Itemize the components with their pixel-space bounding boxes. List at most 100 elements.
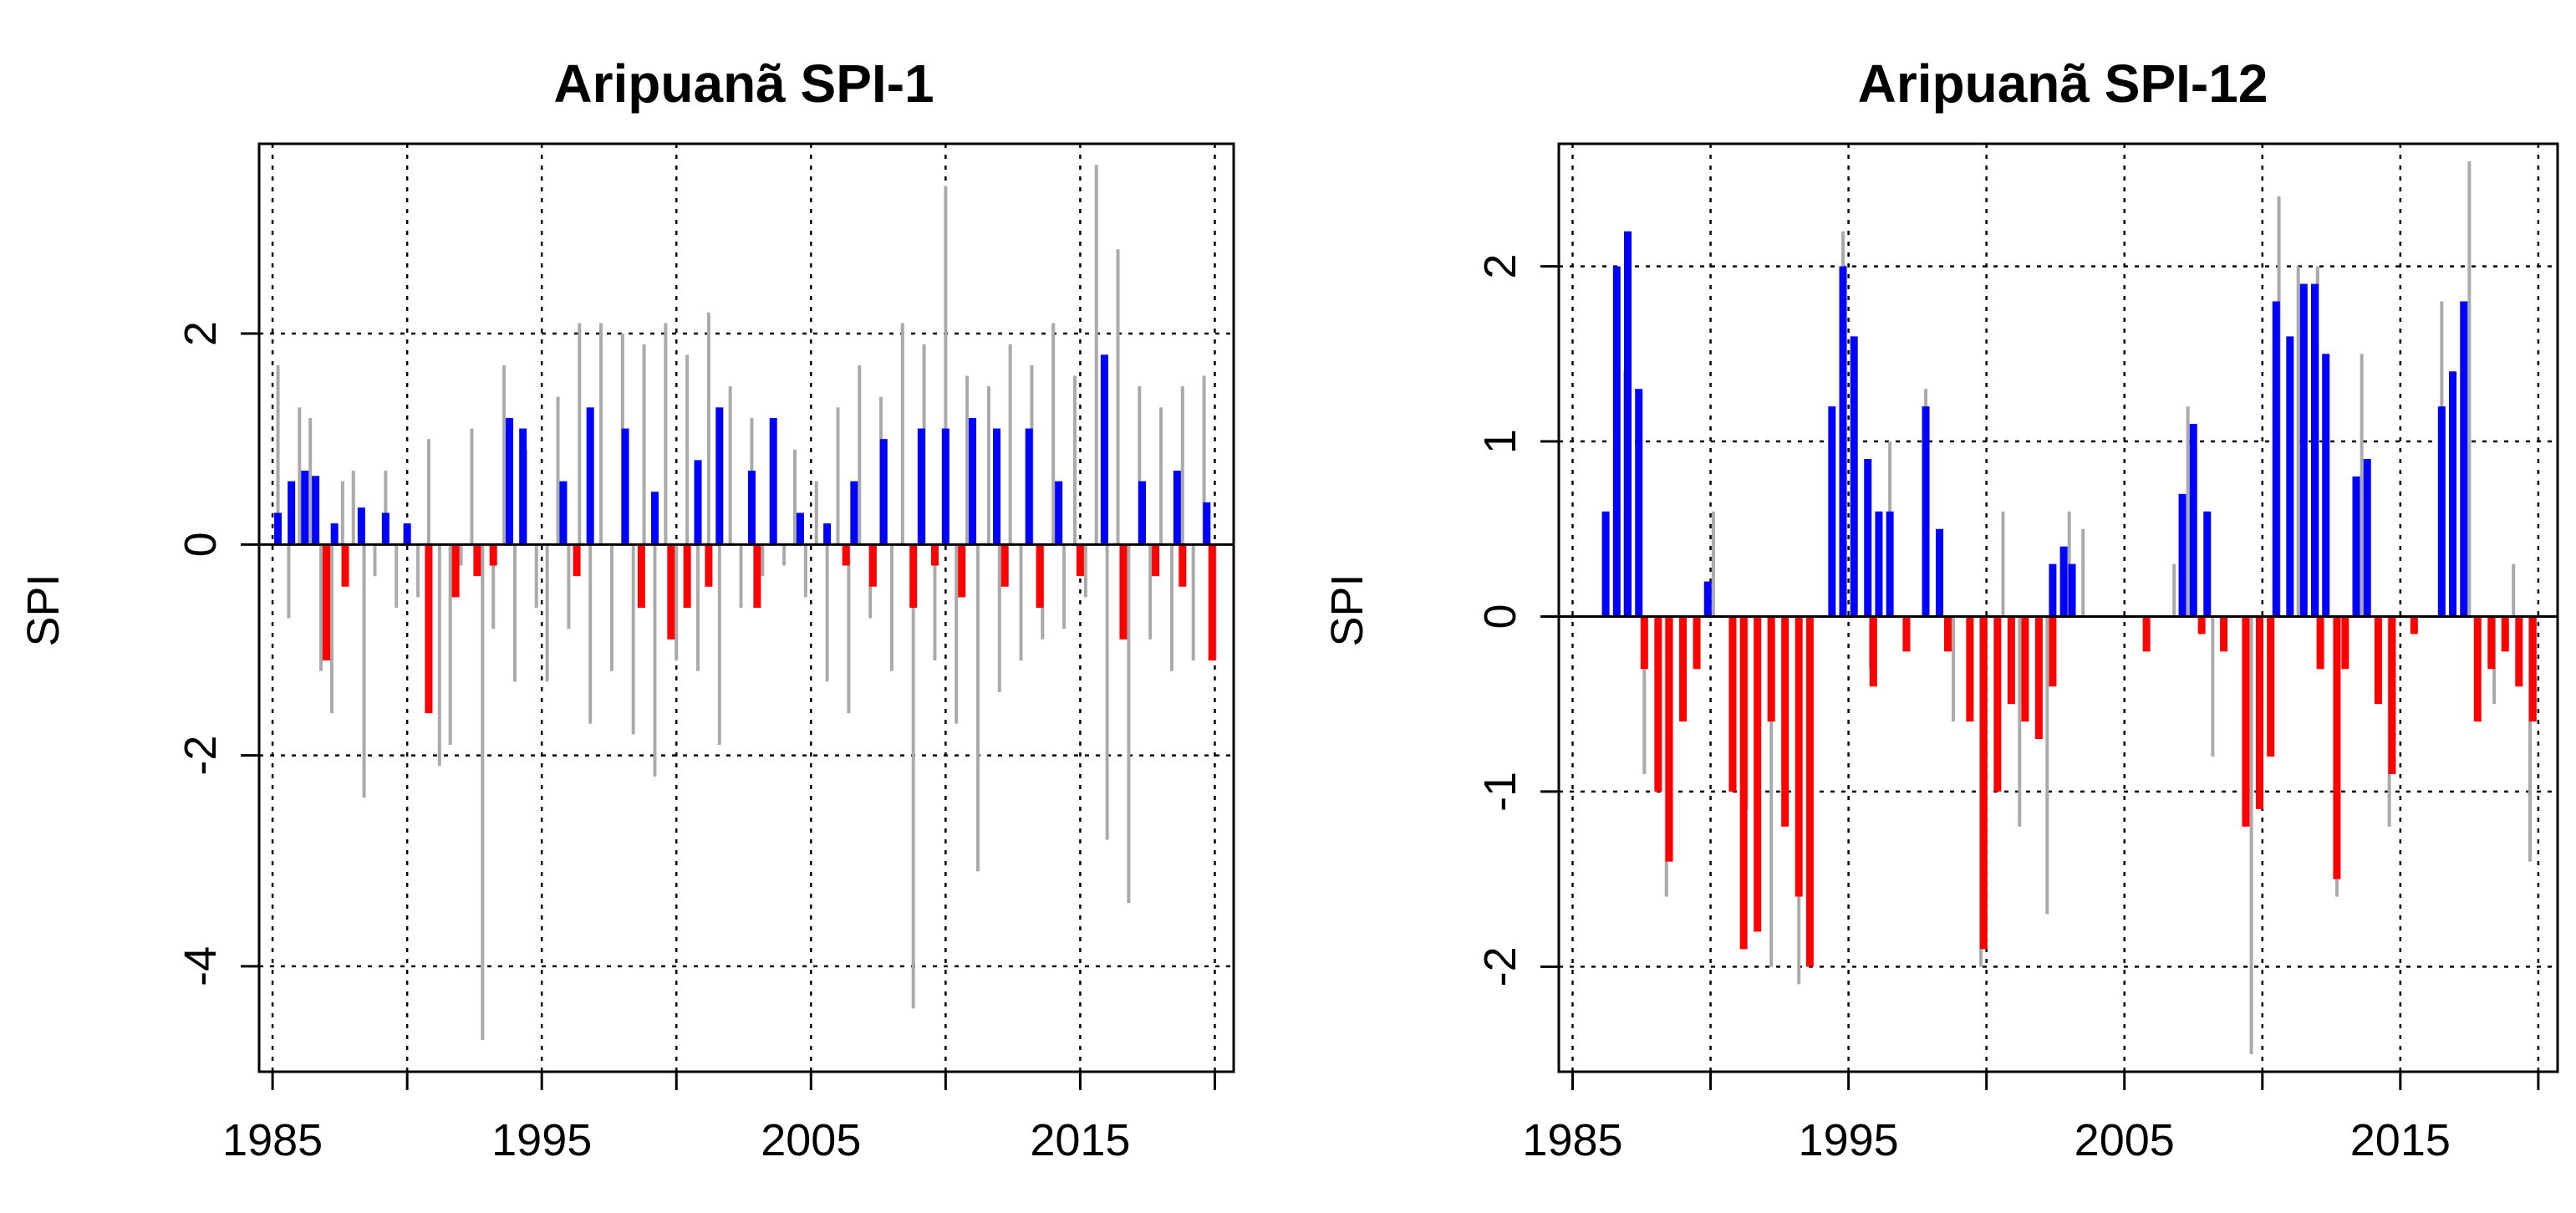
dry-spi-bar — [637, 544, 645, 608]
wet-spi-bar — [769, 417, 777, 545]
dry-spi-bar — [1902, 616, 1911, 652]
dry-spi-bar — [753, 544, 761, 608]
wet-spi-bar — [2049, 563, 2057, 617]
y-tick-label: 2 — [176, 321, 226, 346]
raw-spi-bar — [437, 544, 441, 767]
grid-lines — [259, 144, 1234, 1072]
wet-spi-bar — [1864, 458, 1872, 617]
raw-spi-bar — [847, 544, 851, 714]
raw-spi-bar — [696, 544, 700, 671]
dry-spi-bar — [683, 544, 691, 608]
dry-spi-bar — [1767, 616, 1775, 722]
dry-spi-bar — [1979, 616, 1988, 950]
dry-spi-bar — [1179, 544, 1187, 587]
raw-spi-bar — [2172, 563, 2176, 617]
dry-spi-bar — [1781, 616, 1789, 827]
raw-spi-bar — [512, 544, 517, 682]
dry-spi-bar — [1869, 616, 1877, 687]
raw-spi-bar — [664, 323, 668, 545]
chart-spi-1: Aripuanã SPI-1 SPI 1985 1995 2005 2015 -… — [18, 54, 1235, 1165]
wet-spi-bar — [559, 481, 568, 545]
dry-spi-bar — [1076, 544, 1084, 577]
dry-spi-bar — [868, 544, 877, 587]
raw-spi-bar — [944, 186, 948, 545]
raw-spi-bar — [545, 544, 549, 682]
wet-spi-bar — [694, 460, 702, 545]
y-axis: -2 -1 0 1 2 — [1475, 254, 1559, 986]
raw-spi-bar — [825, 544, 829, 682]
raw-spi-bar — [308, 417, 313, 545]
x-tick-label: 1995 — [491, 1115, 592, 1165]
raw-spi-bar — [1062, 544, 1067, 629]
raw-spi-bar — [2186, 406, 2190, 617]
x-axis: 1985 1995 2005 2015 — [1522, 1072, 2540, 1165]
raw-spi-bar — [1008, 344, 1012, 545]
wet-spi-bar — [288, 481, 296, 545]
dry-spi-bar — [2388, 616, 2396, 774]
raw-spi-bar — [470, 428, 474, 545]
raw-spi-bar — [2296, 266, 2300, 617]
raw-spi-bar — [491, 544, 496, 629]
raw-spi-bar — [900, 323, 904, 545]
wet-spi-bar — [1055, 481, 1063, 545]
raw-spi-bar — [1769, 616, 1774, 967]
raw-spi-bar — [2018, 616, 2022, 827]
raw-spi-bar — [502, 364, 507, 545]
raw-spi-bar — [1191, 544, 1195, 661]
wet-spi-bar — [621, 428, 629, 545]
raw-spi-bar — [889, 544, 893, 671]
dry-spi-bar — [1754, 616, 1762, 932]
raw-spi-bar — [2045, 616, 2049, 915]
dry-spi-bar — [2316, 616, 2324, 670]
dry-spi-bar — [2034, 616, 2043, 740]
wet-spi-bar — [2460, 301, 2468, 617]
wet-spi-bar — [2299, 283, 2308, 617]
dry-spi-bar — [1640, 616, 1648, 670]
wet-spi-bar — [586, 407, 594, 545]
raw-spi-bar — [2512, 563, 2516, 617]
raw-spi-bar — [965, 375, 970, 545]
raw-spi-bar — [448, 544, 452, 745]
y-tick-label: 1 — [1475, 429, 1525, 454]
wet-spi-bar — [715, 407, 724, 545]
dry-spi-bar — [1943, 616, 1952, 652]
chart-title: Aripuanã SPI-12 — [1858, 54, 2268, 114]
raw-spi-bar — [340, 481, 344, 545]
dry-spi-bar — [1119, 544, 1128, 640]
dry-spi-bar — [1679, 616, 1688, 722]
raw-spi-bar — [1019, 544, 1023, 661]
dry-spi-bar — [425, 544, 433, 714]
dry-spi-bar — [1036, 544, 1044, 608]
raw-spi-bar — [298, 407, 302, 545]
raw-spi-bar — [986, 386, 990, 545]
wet-spi-bar — [796, 512, 804, 545]
wet-spi-bar — [879, 439, 888, 545]
wet-spi-bar — [301, 471, 309, 545]
raw-spi-bar — [792, 449, 797, 545]
dry-spi-bar — [2515, 616, 2523, 687]
raw-spi-bar — [395, 544, 399, 608]
wet-spi-bar — [1828, 406, 1836, 617]
dry-spi-bar — [2473, 616, 2482, 722]
wet-spi-bar — [519, 428, 527, 545]
dry-spi-bar — [451, 544, 460, 598]
wet-spi-bar — [381, 512, 389, 545]
y-axis-label: SPI — [18, 573, 69, 646]
dry-spi-bar — [2049, 616, 2057, 687]
raw-spi-bar — [1711, 511, 1715, 617]
wet-spi-bar — [2363, 458, 2371, 617]
raw-spi-bar — [1952, 616, 1956, 722]
raw-spi-bar — [351, 471, 355, 545]
wet-spi-bar — [1601, 511, 1610, 617]
negative-spi-series — [323, 544, 1216, 714]
dry-spi-bar — [667, 544, 675, 640]
y-tick-label: 0 — [1475, 604, 1525, 629]
raw-spi-bar — [1105, 544, 1109, 840]
y-tick-label: 0 — [176, 532, 226, 557]
wet-spi-bar — [1173, 471, 1181, 545]
x-axis: 1985 1995 2005 2015 — [222, 1072, 1216, 1165]
raw-spi-bar — [567, 544, 571, 629]
raw-spi-bar — [1138, 386, 1142, 545]
wet-spi-bar — [2189, 424, 2197, 617]
wet-spi-bar — [823, 523, 832, 545]
